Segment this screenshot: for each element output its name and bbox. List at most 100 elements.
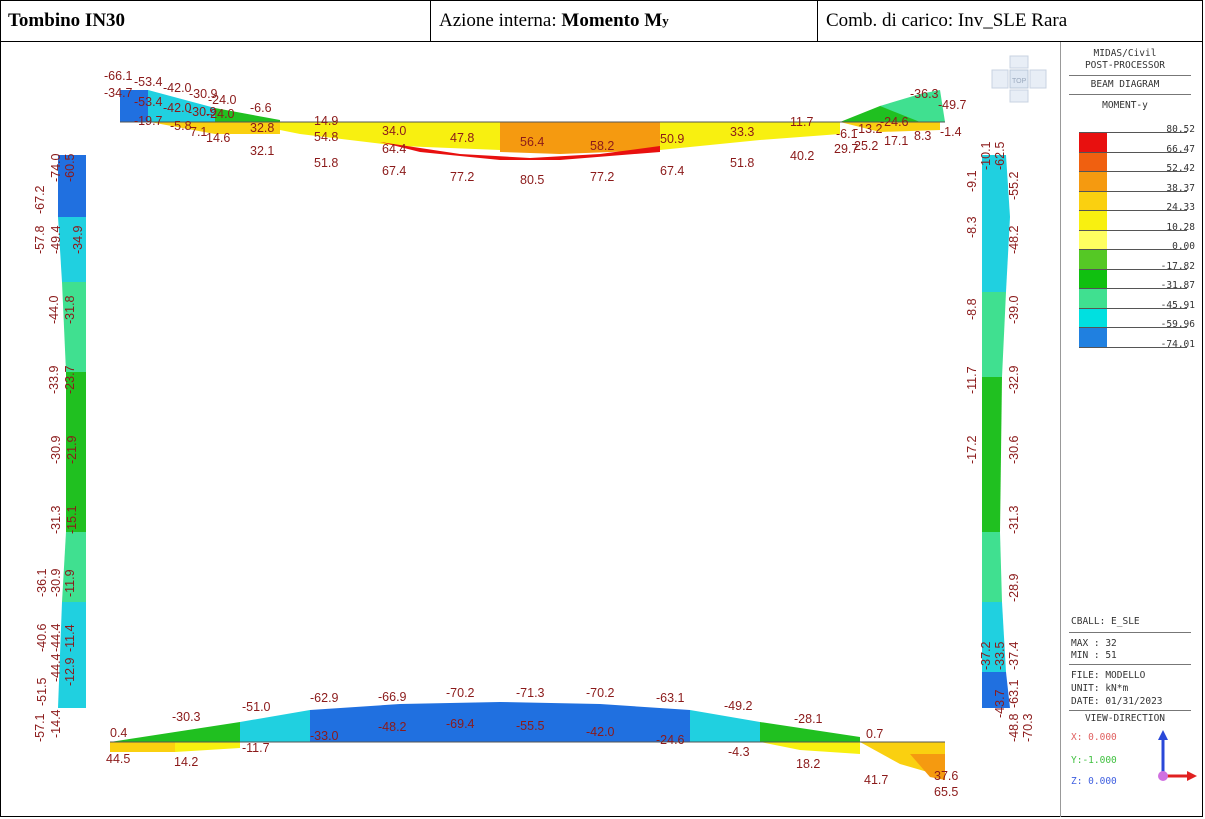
label: -70.2 <box>586 686 615 700</box>
legend-swatch <box>1079 268 1107 288</box>
software-module: POST-PROCESSOR <box>1084 60 1166 71</box>
label: 18.2 <box>796 757 820 771</box>
legend-swatch <box>1079 327 1107 347</box>
legend-tick <box>1079 249 1187 250</box>
label: -6.6 <box>250 101 272 115</box>
label: -1.4 <box>940 125 962 139</box>
label: -17.2 <box>965 435 979 464</box>
label: 77.2 <box>590 170 614 184</box>
label: -9.1 <box>965 170 979 192</box>
axis-triad-icon <box>1158 730 1197 781</box>
internal-action-value: Momento M <box>561 9 663 31</box>
legend-tick <box>1079 307 1187 309</box>
load-case: CBALL: E_SLE <box>1071 616 1140 627</box>
label: 41.7 <box>864 773 888 787</box>
label: -62.9 <box>310 691 339 705</box>
divider <box>1069 632 1191 633</box>
legend-value: 52.42 <box>1166 163 1195 174</box>
internal-action-subscript: y <box>662 12 669 28</box>
label: -71.3 <box>516 686 545 700</box>
label: -44.0 <box>47 295 61 324</box>
divider <box>1069 664 1191 665</box>
view-z: Z: 0.000 <box>1071 776 1117 787</box>
view-direction-title: VIEW-DIRECTION <box>1084 713 1166 724</box>
label: -11.4 <box>63 624 77 652</box>
label: -43.7 <box>993 689 1007 718</box>
legend-value: -74.01 <box>1160 338 1195 350</box>
bottom-slab-labels: 0.4 44.5 -30.3 14.2 -51.0 -11.7 -62.9 -3… <box>106 686 958 799</box>
label: -70.3 <box>1021 713 1035 742</box>
label: -62.5 <box>993 141 1007 170</box>
label: -66.1 <box>104 69 133 83</box>
label: 64.4 <box>382 142 406 156</box>
legend-tick <box>1079 190 1187 192</box>
label: -12.9 <box>63 657 77 686</box>
legend-value: 38.37 <box>1166 182 1195 194</box>
label: -48.8 <box>1007 713 1021 742</box>
legend-value: -31.87 <box>1160 280 1195 291</box>
legend-tick <box>1079 171 1187 172</box>
file-name: FILE: MODELLO <box>1071 670 1146 681</box>
max-element: MAX : 32 <box>1071 638 1117 649</box>
label: -40.6 <box>35 623 49 652</box>
label: -33.0 <box>310 729 339 743</box>
label: 58.2 <box>590 139 614 153</box>
label: 29.7 <box>834 142 858 156</box>
label: -24.0 <box>208 93 237 107</box>
bottom-slab-fill <box>110 702 945 780</box>
min-element: MIN : 51 <box>1071 650 1117 661</box>
label: -37.4 <box>1007 641 1021 670</box>
legend-swatch <box>1079 132 1107 152</box>
label: -42.0 <box>163 81 192 95</box>
label: 56.4 <box>520 135 544 149</box>
load-combination: Comb. di carico: Inv_SLE Rara <box>826 9 1068 31</box>
legend-tick <box>1079 327 1187 328</box>
label: -55.5 <box>516 719 545 733</box>
label: -67.2 <box>33 185 47 214</box>
view-x: X: 0.000 <box>1071 732 1117 743</box>
label: -4.3 <box>728 745 750 759</box>
divider <box>1069 710 1191 711</box>
label: 14.9 <box>314 114 338 128</box>
view-y: Y:-1.000 <box>1071 755 1117 766</box>
label: -66.9 <box>378 690 407 704</box>
label: -19.7 <box>134 114 163 128</box>
label: 65.5 <box>934 785 958 799</box>
software-name: MIDAS/Civil <box>1093 48 1157 59</box>
post-processor-panel: MIDAS/Civil POST-PROCESSOR BEAM DIAGRAM … <box>1060 42 1203 817</box>
label: 67.4 <box>660 164 684 178</box>
legend-tick <box>1079 288 1187 289</box>
view-cube-icon[interactable]: TOP <box>991 55 1047 103</box>
label: 50.9 <box>660 132 684 146</box>
legend-swatch <box>1079 249 1107 269</box>
label: 32.8 <box>250 121 274 135</box>
label: -42.0 <box>586 725 615 739</box>
label: -14.4 <box>49 709 63 738</box>
label: -5.8 <box>170 119 192 133</box>
label: -70.2 <box>446 686 475 700</box>
label: 51.8 <box>730 156 754 170</box>
legend-tick <box>1079 346 1187 348</box>
label: -39.0 <box>1007 295 1021 324</box>
label: -34.7 <box>104 86 133 100</box>
label: 7.1 <box>190 125 207 139</box>
legend-swatch <box>1079 229 1107 249</box>
label: -30.3 <box>172 710 201 724</box>
label: 54.8 <box>314 130 338 144</box>
label: -44.4 <box>49 653 63 682</box>
label: -31.3 <box>49 505 63 534</box>
label: 44.5 <box>106 752 130 766</box>
label: 14.6 <box>206 131 230 145</box>
legend-value: 66.47 <box>1166 143 1195 155</box>
label: -13.2 <box>854 122 883 136</box>
label: -53.4 <box>134 95 163 109</box>
label: -8.3 <box>965 216 979 238</box>
legend-value: 10.28 <box>1166 221 1195 233</box>
label: -63.1 <box>656 691 685 705</box>
label: -49.7 <box>938 98 967 112</box>
label: -23.7 <box>63 365 77 394</box>
legend-value: -59.96 <box>1160 319 1195 330</box>
label: -33.5 <box>993 641 1007 670</box>
